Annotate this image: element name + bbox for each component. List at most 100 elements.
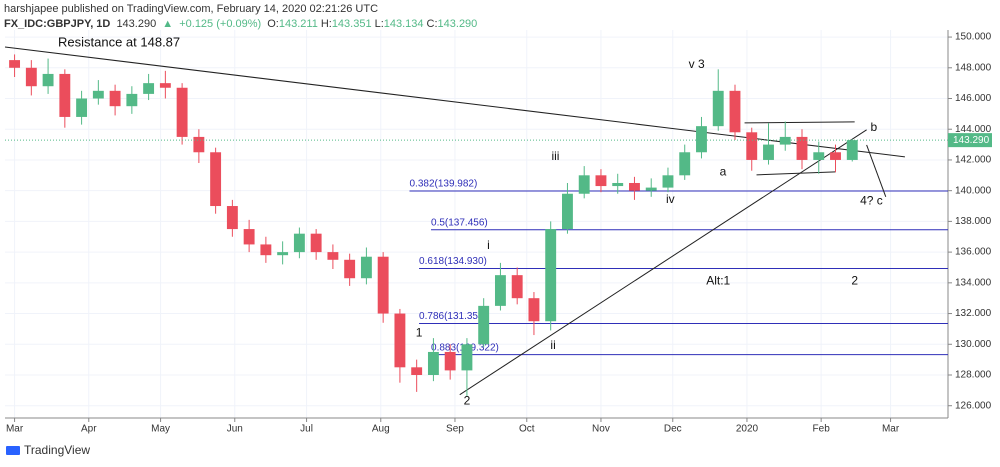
wave-label: 1: [416, 326, 423, 340]
y-tick-label: 138.000: [955, 216, 992, 227]
last: 143.290: [116, 18, 157, 30]
x-tick-label: Mar: [6, 424, 24, 435]
candle-body: [76, 98, 88, 117]
candle-body: [243, 229, 255, 245]
candle-body: [411, 367, 423, 375]
candle-body: [377, 256, 389, 314]
candle-body: [226, 206, 238, 230]
candle-body: [92, 90, 104, 99]
candle-body: [394, 313, 406, 368]
x-tick-label: Apr: [81, 424, 97, 435]
x-tick-label: 2020: [736, 424, 759, 435]
x-tick-label: Dec: [664, 424, 682, 435]
y-tick-label: 128.000: [955, 370, 992, 381]
logo-mark: [6, 446, 20, 455]
candle-body: [427, 351, 439, 375]
wave-label: 2: [851, 273, 858, 287]
candle-body: [109, 90, 121, 107]
candle-body: [327, 252, 339, 260]
x-tick-label: May: [151, 424, 170, 435]
candle-body: [210, 152, 222, 207]
x-tick-label: Aug: [372, 424, 390, 435]
candle-body: [645, 187, 657, 191]
candle-body: [545, 229, 557, 322]
trendline: [866, 144, 887, 197]
candle-body: [360, 256, 372, 279]
fib-label: 0.5(137.456): [431, 217, 488, 228]
x-tick-label: Nov: [592, 424, 610, 435]
wave-label: 2: [464, 393, 471, 407]
candle-body: [712, 90, 724, 127]
candle-body: [830, 152, 841, 160]
candle-body: [310, 233, 322, 253]
y-tick-label: 144.000: [955, 124, 992, 135]
x-tick-label: Feb: [813, 424, 831, 435]
last-price-box: [948, 133, 992, 148]
fib-label: 0.786(131.354): [419, 311, 487, 322]
x-tick-label: Jun: [227, 424, 243, 435]
wave-label: Alt:1: [706, 273, 730, 287]
fib-label: 0.618(134.930): [419, 256, 487, 267]
candle-body: [528, 298, 540, 322]
fib-label: 0.382(139.982): [409, 179, 477, 190]
candle-body: [293, 233, 305, 253]
candle-body: [176, 87, 188, 137]
candle-body: [813, 152, 825, 160]
candle-body: [461, 344, 473, 371]
candle-body: [763, 144, 774, 160]
ohlc-key: L:: [374, 18, 384, 30]
candle-body: [193, 136, 205, 153]
x-tick-label: Mar: [882, 424, 900, 435]
wave-label: b: [870, 120, 877, 134]
x-tick-label: Sep: [446, 424, 464, 435]
wave-label: ii: [550, 338, 555, 352]
wave-label: iv: [666, 192, 675, 206]
ohlc-key: C:: [426, 18, 438, 30]
candle-body: [846, 140, 858, 160]
candle-body: [277, 252, 289, 256]
y-tick-label: 140.000: [955, 185, 992, 196]
wave-label: v 3: [689, 57, 705, 71]
ohlc-value: 143.290: [437, 18, 478, 30]
ohlc-key: H:: [320, 18, 332, 30]
symbol-line: FX_IDC:GBPJPY, 1D 143.290 ▲ +0.125 (+0.0…: [4, 18, 480, 30]
candle-body: [779, 136, 791, 145]
candle-body: [729, 90, 741, 133]
y-tick-label: 132.000: [955, 308, 992, 319]
candle-body: [612, 182, 624, 187]
candle-body: [494, 275, 506, 306]
candle-body: [444, 351, 456, 371]
y-tick-label: 150.000: [955, 32, 992, 43]
symbol: FX_IDC:GBPJPY, 1D: [4, 18, 111, 30]
candle-body: [25, 67, 37, 87]
y-tick-label: 130.000: [955, 339, 992, 350]
candle-body: [159, 83, 171, 88]
wave-label: i: [487, 238, 490, 252]
candle-body: [42, 73, 54, 87]
trendline: [756, 171, 836, 176]
candle-body: [595, 175, 607, 187]
y-tick-label: 146.000: [955, 93, 992, 104]
candle-body: [9, 60, 21, 68]
candle-body: [478, 305, 490, 345]
up-arrow: ▲: [162, 18, 174, 30]
wave-label: a: [720, 164, 727, 178]
ohlc-value: 143.351: [331, 18, 372, 30]
ohlc-value: 143.211: [278, 18, 318, 30]
candle-body: [344, 259, 356, 279]
y-tick-label: 134.000: [955, 277, 992, 288]
resistance-label: Resistance at 148.87: [58, 34, 180, 49]
wave-label: 4? c: [860, 194, 883, 208]
candle-body: [796, 136, 808, 160]
candle-body: [562, 193, 573, 230]
candle-body: [126, 93, 138, 107]
y-tick-label: 136.000: [955, 247, 992, 258]
ohlc-key: O:: [267, 18, 279, 30]
tv-logo: TradingView: [6, 443, 90, 457]
y-tick-label: 126.000: [955, 400, 992, 411]
ohlc-value: 143.134: [383, 18, 424, 30]
candle-body: [511, 275, 523, 299]
change: +0.125 (+0.09%): [179, 18, 262, 30]
